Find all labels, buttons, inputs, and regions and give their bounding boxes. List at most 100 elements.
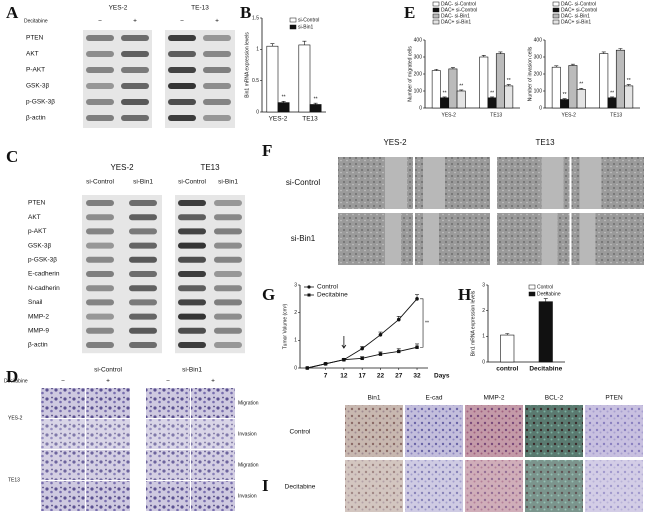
- error-bar: [618, 48, 623, 51]
- blot-row-label: MMP-9: [28, 328, 49, 335]
- marker: [415, 345, 419, 349]
- blot-band: [168, 83, 196, 89]
- ihc-image: [525, 460, 583, 512]
- micrograph: [191, 388, 235, 418]
- blot-band: [86, 242, 114, 249]
- bar: [479, 56, 489, 109]
- marker: [360, 356, 364, 361]
- error-bar: [281, 101, 286, 103]
- wound-image: [338, 213, 413, 265]
- blot-band: [214, 313, 242, 320]
- blot-background: [83, 30, 152, 128]
- blot-row-label: GSK-3β: [28, 242, 52, 249]
- significance: **: [579, 82, 583, 88]
- panel-letter: F: [262, 141, 272, 160]
- error-bar: [490, 96, 495, 98]
- blot-band: [86, 342, 114, 348]
- blot-band: [214, 285, 242, 292]
- error-bar: [434, 68, 439, 71]
- blot-row-label: AKT: [28, 214, 41, 221]
- bar: [500, 334, 515, 363]
- panel-letter: E: [404, 3, 415, 22]
- micrograph: [86, 419, 130, 449]
- significance: **: [627, 78, 631, 84]
- legend-swatch: [552, 13, 560, 19]
- column-label: Bin1: [367, 395, 380, 402]
- ihc-image: [405, 460, 463, 512]
- sign: +: [106, 378, 110, 385]
- y-tick-label: 2: [482, 308, 485, 314]
- blot-band: [178, 214, 206, 221]
- micrograph: [86, 481, 130, 511]
- blot-row-label: β-actin: [26, 115, 46, 122]
- wound-gap: [423, 213, 439, 265]
- column-label: PTEN: [605, 395, 623, 402]
- blot-band: [121, 99, 149, 105]
- blot-band: [214, 256, 242, 263]
- x-tick-label: Decitabine: [529, 366, 562, 373]
- bar: [576, 89, 586, 109]
- legend-label: DAC+ si-Bin1: [441, 19, 471, 25]
- wound-image: [497, 213, 570, 265]
- blot-band: [214, 327, 242, 334]
- panel-letter: H: [458, 285, 471, 304]
- significance-bracket: [420, 298, 424, 348]
- micrograph: [191, 419, 235, 449]
- blot-band: [86, 228, 114, 235]
- y-tick-label: 400: [414, 37, 423, 43]
- bar: [568, 65, 578, 109]
- legend-label: si-Bin1: [298, 24, 314, 30]
- blot-row-label: p-GSK-3β: [26, 99, 55, 106]
- significance: **: [610, 90, 614, 96]
- ihc-image: [465, 460, 523, 512]
- blot-band: [129, 242, 157, 249]
- y-tick-label: 3: [294, 282, 297, 288]
- error-bar: [313, 102, 318, 105]
- group-label: si-Control: [94, 367, 122, 374]
- blot-band: [86, 299, 114, 306]
- ihc-image: [345, 460, 403, 512]
- blot-row-label: PTEN: [28, 200, 46, 207]
- sign: −: [98, 18, 102, 25]
- blot-band: [121, 67, 149, 73]
- blot-band: [203, 83, 231, 89]
- legend-swatch: [552, 19, 560, 25]
- error-bar: [498, 51, 503, 54]
- marker: [378, 352, 383, 356]
- significance: **: [314, 97, 318, 103]
- wound-gap: [579, 213, 596, 265]
- blot-row-label: AKT: [26, 51, 39, 58]
- error-bar: [481, 55, 486, 57]
- y-tick-label: 200: [414, 71, 423, 77]
- legend-swatch: [289, 17, 297, 23]
- blot-band: [86, 115, 114, 121]
- significance: **: [425, 320, 429, 326]
- micrograph: [191, 481, 235, 511]
- error-bar: [626, 84, 631, 86]
- group-label: YES-2: [110, 163, 134, 172]
- significance: **: [544, 292, 548, 298]
- lane-label: si-Control: [178, 179, 206, 186]
- blot-row-label: β-actin: [28, 342, 48, 349]
- legend-label: Decitabine: [317, 292, 348, 299]
- significance: **: [507, 78, 511, 84]
- bar: [266, 45, 279, 113]
- legend-label: Control: [317, 284, 339, 291]
- wound-gap: [541, 157, 564, 209]
- y-tick-label: 100: [534, 88, 543, 94]
- micrograph: [41, 419, 85, 449]
- bar: [495, 53, 505, 109]
- sign: +: [211, 378, 215, 385]
- ihc-image: [585, 460, 643, 512]
- arrow: [341, 336, 347, 349]
- blot-band: [129, 200, 157, 206]
- panel-letter: D: [6, 367, 18, 386]
- cell-line-label: TE13: [8, 477, 20, 483]
- blot-band: [86, 327, 114, 334]
- legend-label: DAC- si-Control: [561, 1, 596, 7]
- blot-band: [178, 200, 206, 206]
- blot-row-label: p-GSK-3β: [28, 257, 57, 264]
- blot-band: [214, 200, 242, 206]
- legend-label: Decitabine: [537, 291, 561, 297]
- x-tick-label: YES-2: [269, 116, 288, 123]
